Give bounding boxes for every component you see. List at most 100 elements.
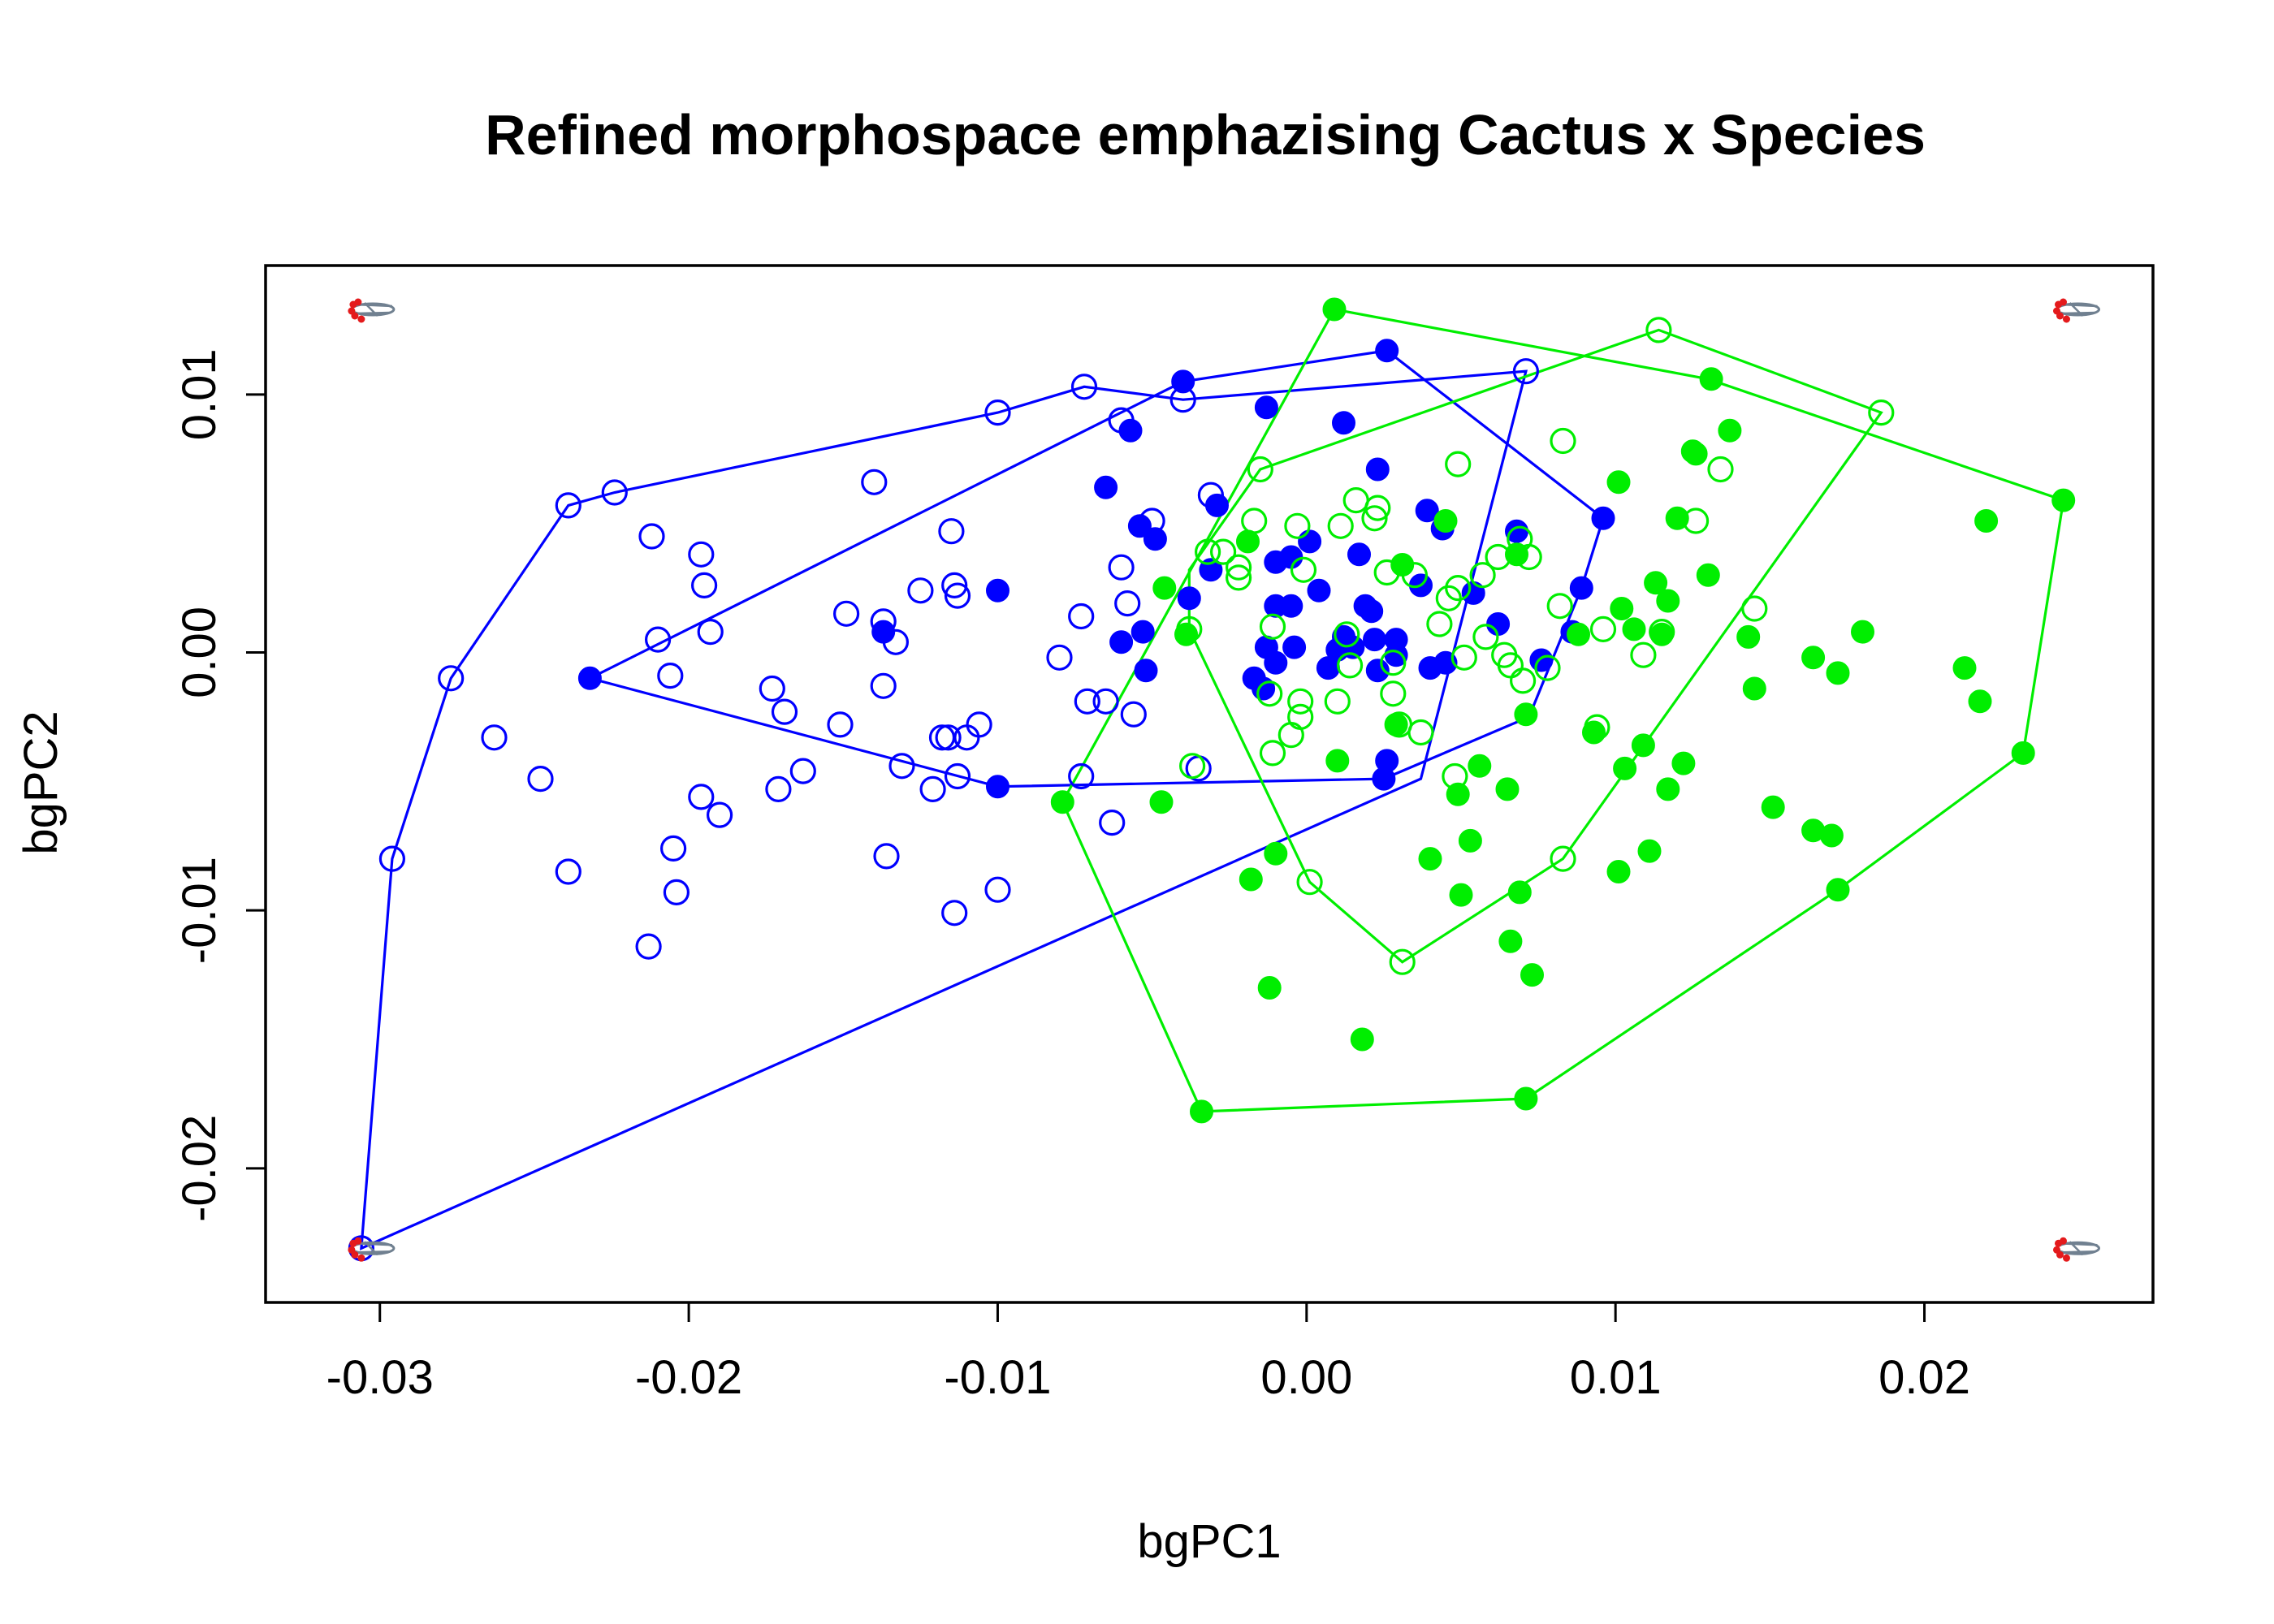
x-tick-label: 0.02 <box>1878 1351 1970 1404</box>
data-point <box>1707 456 1734 483</box>
data-point <box>1512 358 1540 385</box>
data-point <box>1257 976 1282 1000</box>
data-point <box>1546 593 1573 620</box>
data-point <box>1190 1099 1213 1124</box>
data-point <box>1074 688 1100 715</box>
glyph-landmark <box>351 1250 359 1259</box>
data-point <box>941 572 968 599</box>
data-point <box>1131 620 1155 644</box>
data-point <box>1622 617 1646 641</box>
data-point <box>1498 929 1523 953</box>
data-point <box>888 753 915 780</box>
data-point <box>555 492 581 519</box>
data-point <box>1365 457 1390 482</box>
data-point <box>1178 753 1206 780</box>
data-point <box>1290 556 1317 583</box>
data-point <box>1656 777 1680 801</box>
data-point <box>1671 751 1696 775</box>
data-point <box>1225 564 1252 591</box>
data-point <box>1174 622 1198 646</box>
data-point <box>1801 646 1826 670</box>
data-point <box>1567 622 1590 646</box>
data-point <box>1826 661 1850 685</box>
x-tick-label: -0.03 <box>326 1351 434 1404</box>
data-point <box>919 775 946 803</box>
data-point <box>1426 611 1453 637</box>
data-point <box>1418 847 1442 871</box>
data-point <box>935 724 962 751</box>
data-point <box>1415 499 1439 523</box>
data-point <box>1324 688 1351 715</box>
data-point <box>832 600 860 627</box>
data-point <box>1347 542 1371 567</box>
data-point <box>1134 659 1158 683</box>
data-point <box>1239 867 1263 892</box>
data-point <box>1445 574 1472 602</box>
glyph-landmark <box>2059 298 2067 306</box>
data-point <box>1384 712 1408 736</box>
data-point <box>378 845 405 872</box>
wing-shape-glyph <box>348 1237 396 1262</box>
glyph-landmark <box>354 1237 362 1245</box>
data-point <box>1332 411 1355 435</box>
data-point <box>870 672 897 699</box>
data-point <box>1472 624 1499 650</box>
data-point <box>1449 883 1473 907</box>
data-point <box>1068 762 1095 790</box>
data-point <box>1259 740 1286 767</box>
x-tick-label: -0.01 <box>944 1351 1051 1404</box>
data-point <box>1486 612 1511 636</box>
data-point <box>1741 595 1768 622</box>
data-point <box>1514 1086 1538 1111</box>
data-point <box>1380 680 1407 707</box>
data-point <box>1247 456 1273 483</box>
data-point <box>1050 790 1074 814</box>
data-point <box>1819 823 1844 848</box>
data-point <box>1458 828 1482 853</box>
data-point <box>1209 538 1237 565</box>
data-point <box>1445 451 1472 477</box>
data-point <box>659 835 687 862</box>
y-tick-label: -0.02 <box>173 1115 226 1222</box>
glyph-landmark <box>357 315 365 323</box>
data-point <box>1569 576 1593 600</box>
data-point <box>1118 418 1143 443</box>
data-point <box>657 662 684 689</box>
data-point <box>1099 809 1126 836</box>
wing-shape-glyph <box>348 298 396 323</box>
data-point <box>555 858 581 885</box>
data-point <box>1287 703 1314 731</box>
data-point <box>1372 767 1396 791</box>
data-point <box>966 711 992 738</box>
data-point <box>1665 506 1689 530</box>
data-point <box>1550 845 1576 872</box>
data-point <box>1550 427 1576 455</box>
x-axis: -0.03 -0.02 -0.01 0.00 0.01 0.02 <box>326 1301 1970 1404</box>
data-point <box>771 698 798 725</box>
data-point <box>1589 615 1617 643</box>
data-point <box>1529 648 1554 672</box>
data-point <box>1656 589 1680 613</box>
data-point <box>1259 613 1286 640</box>
data-point <box>2051 488 2076 512</box>
convex-hull-3 <box>1187 328 1883 964</box>
data-point <box>1108 554 1135 581</box>
data-point <box>1736 624 1761 649</box>
data-point <box>706 801 733 828</box>
data-point <box>635 933 662 960</box>
data-point <box>1114 590 1141 617</box>
data-point <box>1534 654 1561 681</box>
glyph-landmark <box>354 298 362 306</box>
data-point <box>953 724 980 751</box>
data-point <box>1649 622 1674 646</box>
data-point <box>1380 650 1407 676</box>
data-point <box>638 523 665 550</box>
data-point <box>1435 585 1462 611</box>
data-point <box>1505 542 1528 567</box>
data-point <box>1375 339 1399 363</box>
wing-shape-glyph <box>2052 298 2100 323</box>
data-point <box>1468 754 1492 778</box>
data-point <box>1968 689 1992 714</box>
x-tick-label: 0.01 <box>1570 1351 1662 1404</box>
data-point <box>1520 963 1544 987</box>
